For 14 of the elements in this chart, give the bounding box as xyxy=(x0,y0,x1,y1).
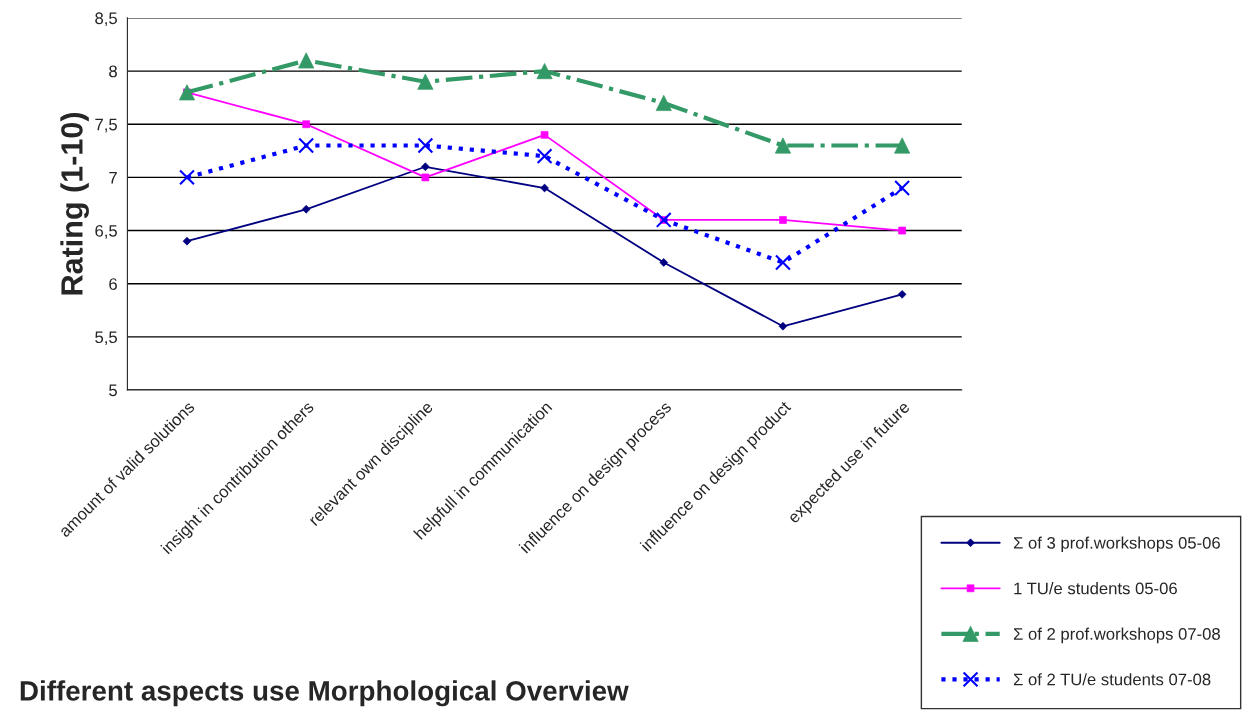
legend-label: Σ of 3 prof.workshops 05-06 xyxy=(1013,536,1220,553)
y-tick-label: 8,5 xyxy=(95,12,117,27)
y-tick-label: 6,5 xyxy=(95,224,117,239)
x-axis-title: Different aspects use Morphological Overview xyxy=(20,680,629,707)
legend-label: Σ of 2 TU/e students 07-08 xyxy=(1013,673,1211,686)
y-tick-label: 8 xyxy=(109,65,117,78)
y-tick-label: 7 xyxy=(109,171,117,184)
y-tick-label: 7,5 xyxy=(95,118,117,133)
legend-label: 1 TU/e students 05-06 xyxy=(1014,582,1177,595)
y-tick-label: 5 xyxy=(109,384,117,397)
legend-label: Σ of 2 prof.workshops 07-08 xyxy=(1013,627,1220,644)
y-tick-label: 5,5 xyxy=(95,331,117,346)
y-tick-label: 6 xyxy=(109,278,117,290)
y-axis-title: Rating (1-10) xyxy=(60,112,89,295)
